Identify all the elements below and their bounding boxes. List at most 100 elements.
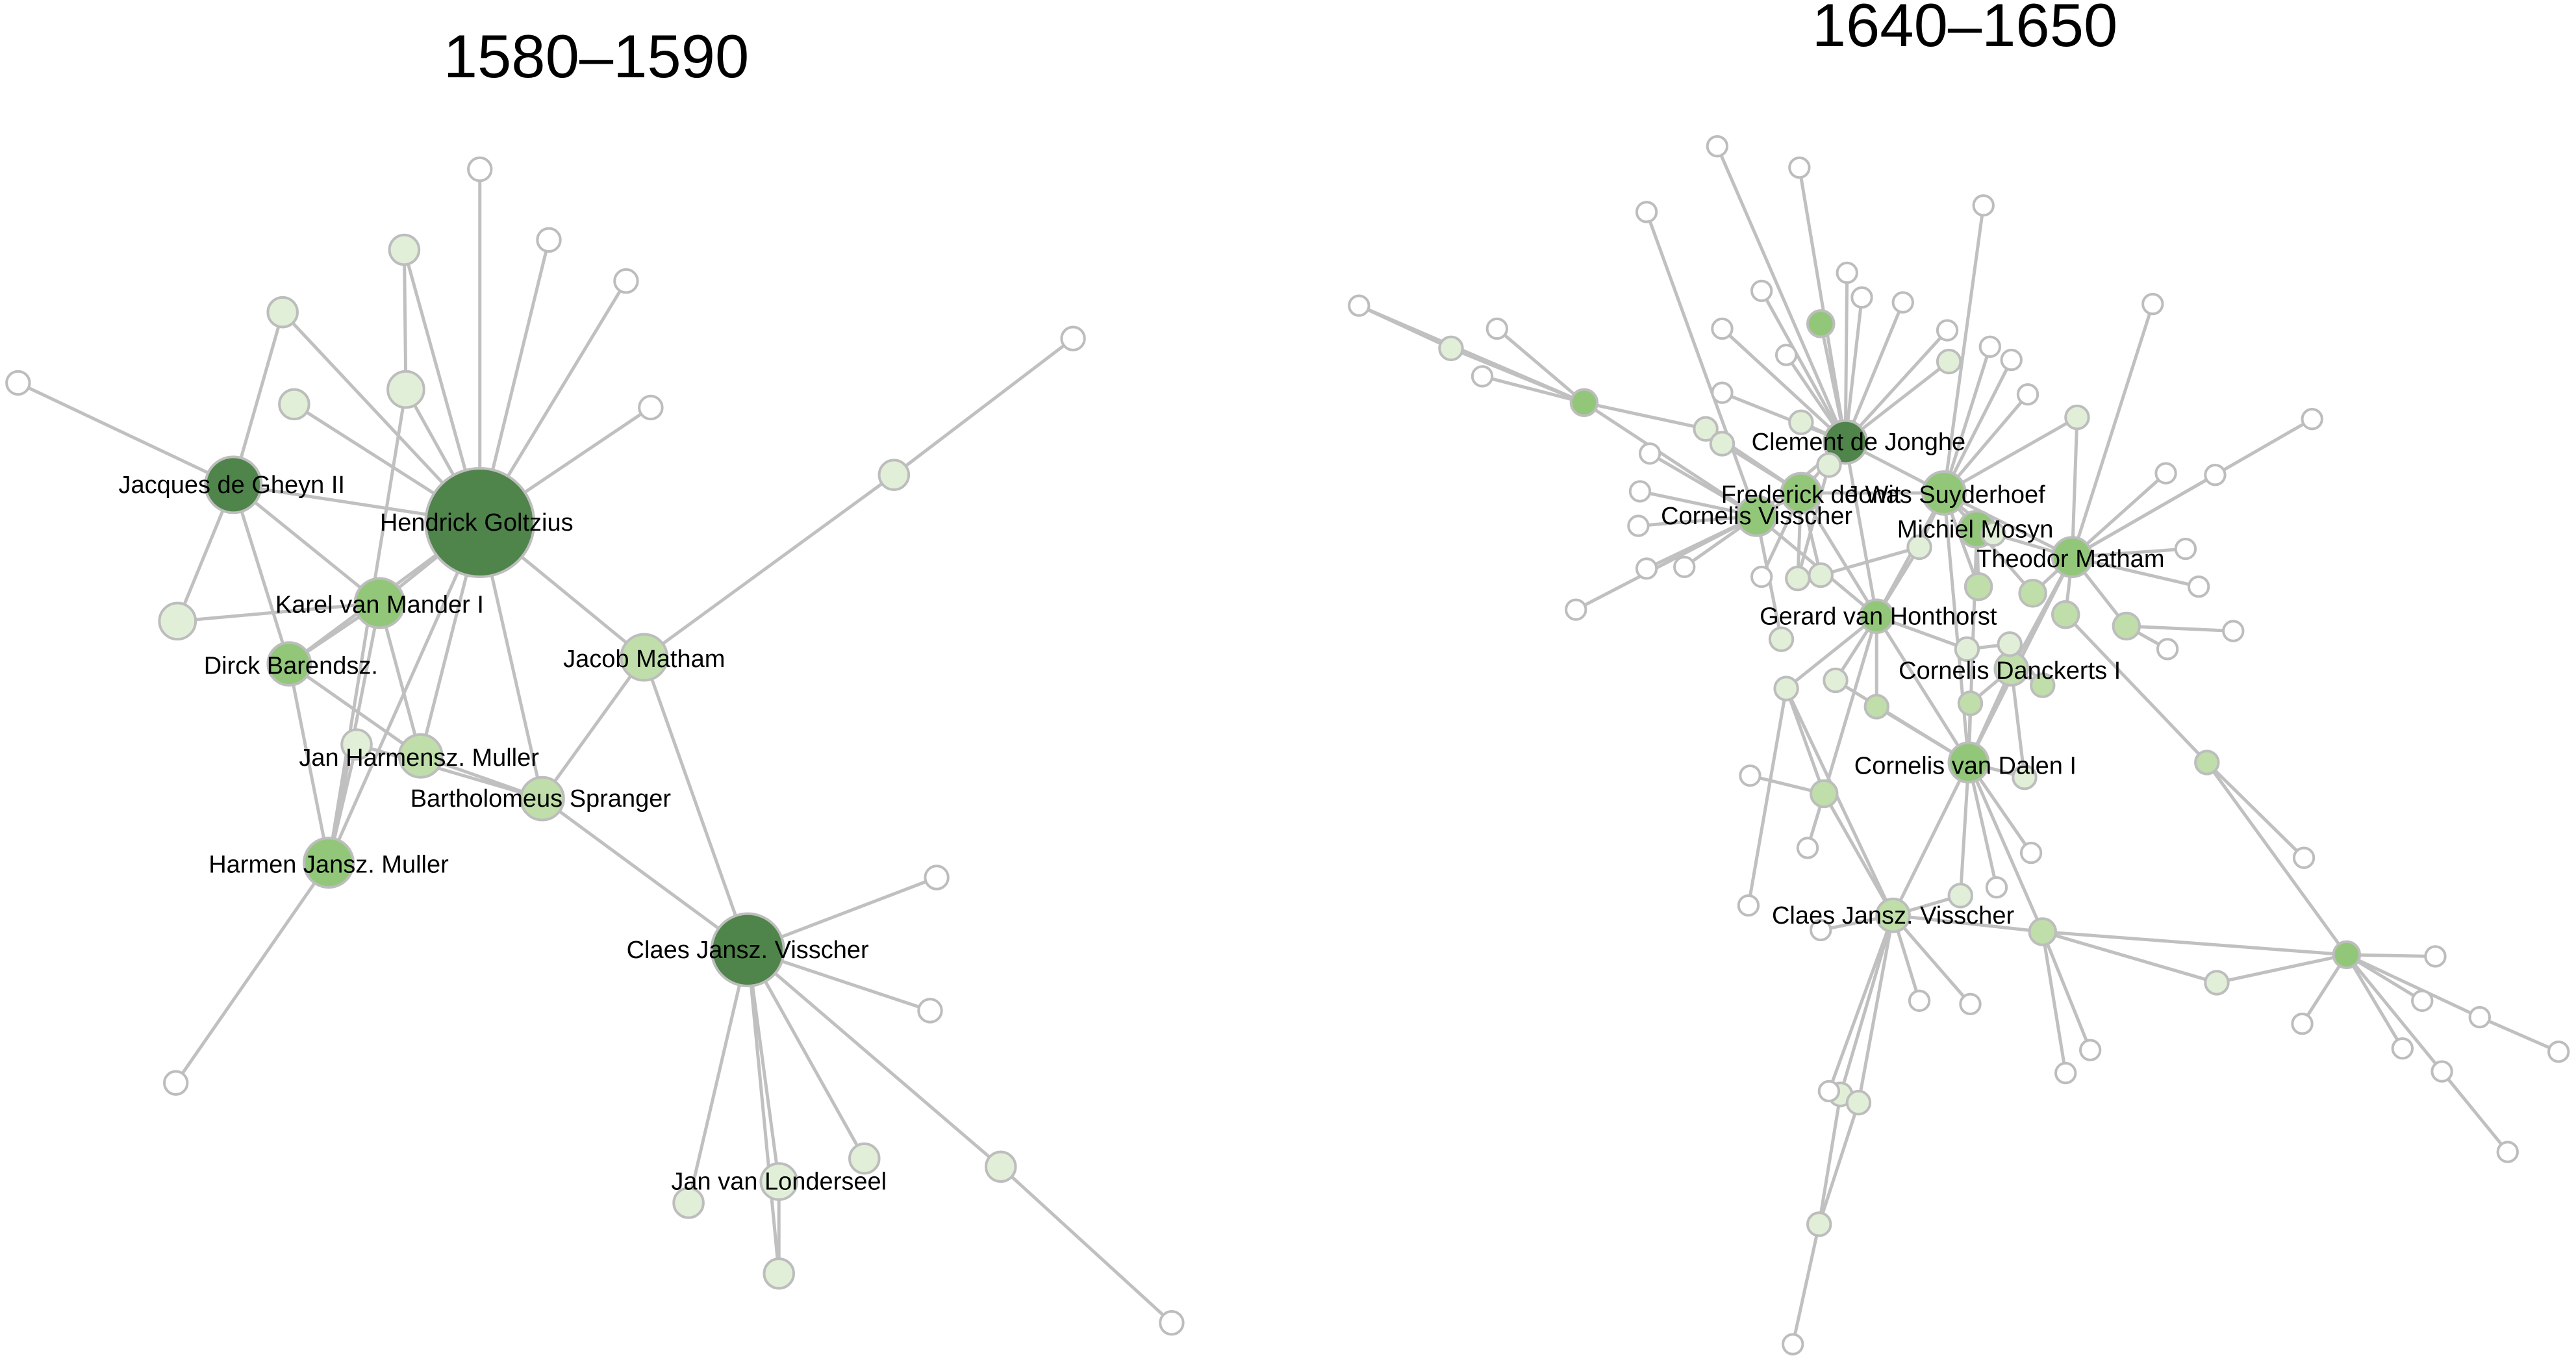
edge-r53-r62 xyxy=(1747,688,1788,906)
node-gvh xyxy=(1858,598,1895,635)
edge-gvh-r59 xyxy=(1822,616,1878,794)
edge-cjv2-r87 xyxy=(1827,915,1895,1092)
edge-jsu-tma xyxy=(1943,491,2073,559)
node-r18 xyxy=(1891,291,1914,314)
node-r54 xyxy=(1863,694,1889,720)
node-r31 xyxy=(2222,620,2245,642)
edge-fdw-gvh xyxy=(1799,492,1878,618)
edge-tma-r30 xyxy=(2071,555,2199,588)
node-hjm xyxy=(303,837,355,889)
edge-r68-r84 xyxy=(2041,931,2092,1051)
edges-1580-1590 xyxy=(17,169,1173,1324)
edge-cdj-r2 xyxy=(1797,167,1847,442)
node-r70 xyxy=(2292,846,2316,869)
node-r47 xyxy=(1565,598,1587,621)
node-r51 xyxy=(1768,626,1795,652)
edge-r78-r79 xyxy=(2479,1015,2560,1054)
node-cvi xyxy=(1736,495,1778,537)
node-r37 xyxy=(1980,521,2006,547)
edge-cdj-r13 xyxy=(1760,290,1847,443)
node-label-cjv: Claes Jansz. Visscher xyxy=(627,937,869,964)
node-label-cjv2: Claes Jansz. Visscher xyxy=(1772,902,2014,929)
node-p4 xyxy=(613,268,639,294)
edge-cjv-p21 xyxy=(746,949,866,1159)
node-r68 xyxy=(2028,917,2058,946)
node-label-spr: Bartholomeus Spranger xyxy=(410,785,672,813)
edge-jsu-r4 xyxy=(1942,205,1986,494)
node-r4 xyxy=(1972,194,1995,217)
node-r89 xyxy=(1782,1333,1804,1356)
node-r1 xyxy=(1706,134,1729,158)
node-r17 xyxy=(1850,286,1873,309)
node-r2 xyxy=(1788,156,1811,179)
edge-r68-r83 xyxy=(2041,931,2067,1074)
edge-jsu-r25 xyxy=(1943,416,2078,495)
node-r50 xyxy=(1816,452,1842,478)
node-label-bar: Dirck Barendsz. xyxy=(204,652,378,679)
edge-ghe-bar xyxy=(231,484,291,664)
edge-mat-cjv xyxy=(642,657,750,951)
node-r82 xyxy=(1959,992,1982,1016)
edge-r50-r40 xyxy=(1796,464,1831,579)
node-label-ghe: Jacques de Gheyn II xyxy=(118,472,345,499)
node-r8 xyxy=(1485,317,1509,340)
edge-bar-hjm xyxy=(287,663,331,863)
node-r72 xyxy=(2424,945,2447,968)
node-r36 xyxy=(1964,572,1993,601)
node-r45 xyxy=(1628,480,1652,503)
edge-cdj-r17 xyxy=(1843,297,1863,442)
edge-cvd-r64 xyxy=(1958,762,1971,896)
node-p15 xyxy=(924,865,950,890)
node-label-gol: Hendrick Goltzius xyxy=(380,509,574,537)
node-label-cvd: Cornelis van Dalen I xyxy=(1854,753,2077,780)
edge-cvd-r68 xyxy=(1967,761,2045,933)
edge-tma-cda xyxy=(2010,556,2074,670)
node-r74 xyxy=(2291,1013,2314,1035)
node-label-tma: Theodor Matham xyxy=(1976,546,2164,573)
node-p8 xyxy=(638,394,664,421)
edge-r9-r8 xyxy=(1496,327,1585,404)
edge-man-jhm xyxy=(378,602,423,757)
edge-tma-r24 xyxy=(2070,303,2154,558)
edge-jsu-r21 xyxy=(1942,346,1992,494)
network-1580-1590: Jacques de Gheyn II Hendrick Goltzius Kare… xyxy=(5,156,1185,1336)
edge-bar-jhm xyxy=(288,663,422,757)
node-r67 xyxy=(1985,876,2008,899)
node-label-lon: Jan van Londerseel xyxy=(671,1168,887,1196)
node-r52 xyxy=(1823,667,1849,694)
node-label-gvh: Gerard van Honthorst xyxy=(1760,603,1997,630)
edge-cjv2-r53 xyxy=(1784,688,1895,916)
node-r59 xyxy=(1810,779,1839,809)
node-label-cdj: Clement de Jonghe xyxy=(1752,429,1966,456)
node-r69 xyxy=(2194,750,2220,776)
edge-r9-r7 xyxy=(1482,374,1585,405)
edge-r85-r88 xyxy=(1817,1094,1843,1225)
node-r30 xyxy=(2187,575,2210,598)
edge-r34-r69 xyxy=(2064,613,2208,764)
node-r15 xyxy=(1806,309,1836,338)
node-r46 xyxy=(1638,442,1661,465)
node-r81 xyxy=(1908,989,1931,1012)
node-r53 xyxy=(1773,676,1799,701)
node-r73 xyxy=(2204,970,2230,996)
node-p10 xyxy=(158,601,197,641)
node-r57 xyxy=(1997,631,2023,657)
node-p20 xyxy=(763,1257,795,1290)
node-r13 xyxy=(1750,279,1773,302)
node-p16 xyxy=(917,998,943,1024)
edge-p2-p7 xyxy=(402,249,408,390)
edge-r6-r5 xyxy=(1358,304,1452,350)
node-cjv2 xyxy=(1875,897,1911,933)
node-r3 xyxy=(1635,201,1658,223)
node-r86 xyxy=(1845,1089,1872,1116)
node-r22 xyxy=(2000,348,2023,372)
node-r35 xyxy=(2018,579,2047,608)
node-p21 xyxy=(848,1142,881,1175)
edge-r68-r71 xyxy=(2042,930,2347,957)
node-r33 xyxy=(2156,638,2179,661)
edge-cvi-r3 xyxy=(1645,211,1758,517)
node-label-mat: Jacob Matham xyxy=(563,646,725,673)
edge-cdj-r16 xyxy=(1843,272,1849,442)
